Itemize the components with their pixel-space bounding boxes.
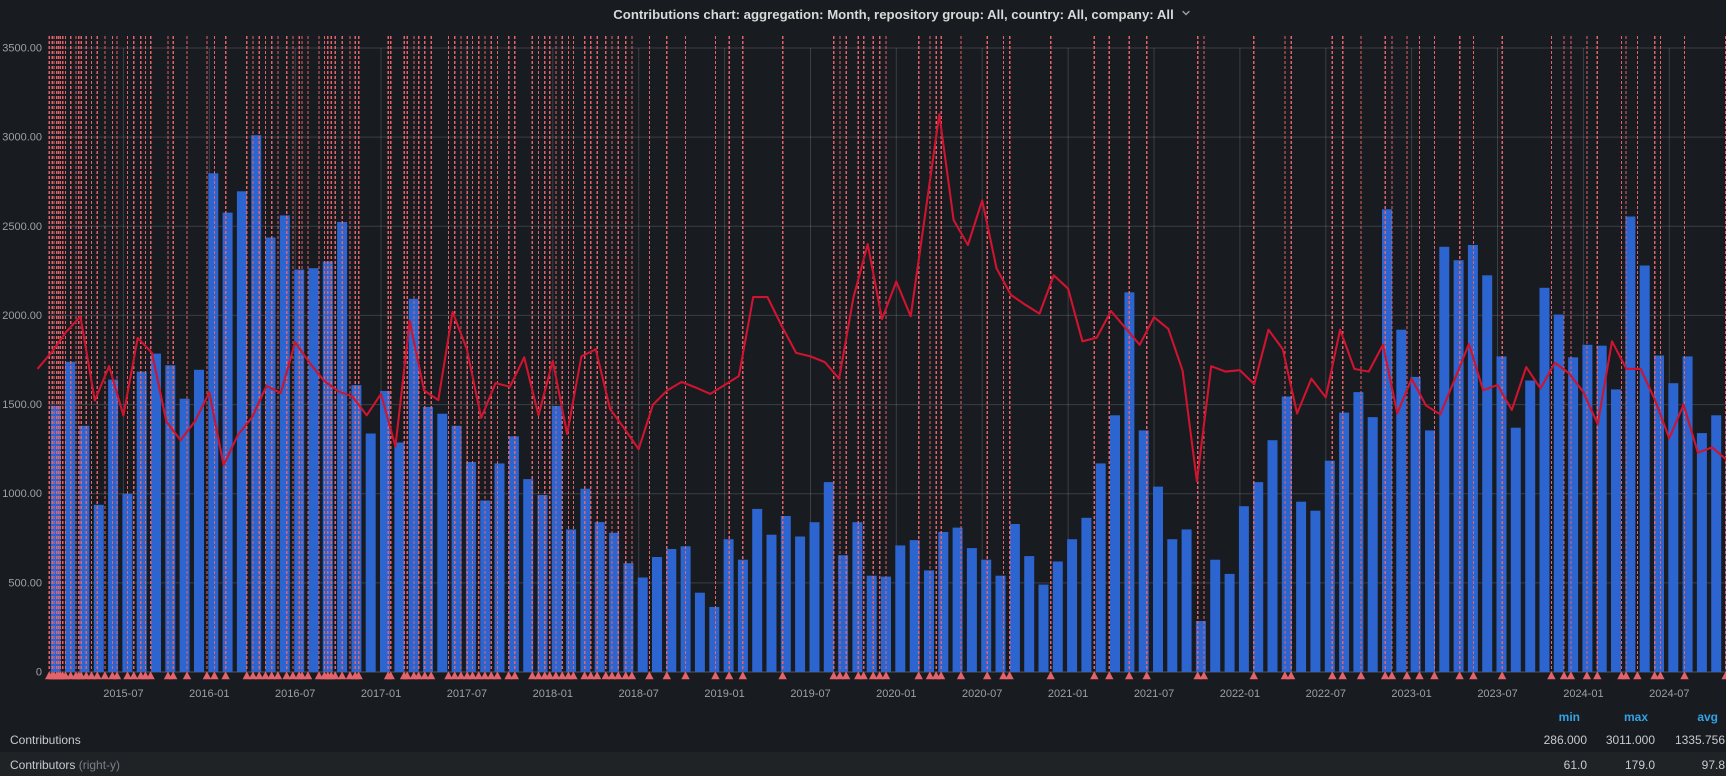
svg-text:3000.00: 3000.00 [2, 132, 42, 144]
svg-text:2020-01: 2020-01 [876, 688, 916, 700]
svg-text:2019-01: 2019-01 [704, 688, 744, 700]
svg-text:2018-01: 2018-01 [533, 688, 573, 700]
svg-text:2022-01: 2022-01 [1220, 688, 1260, 700]
svg-text:2023-01: 2023-01 [1391, 688, 1431, 700]
svg-text:2020-07: 2020-07 [962, 688, 1002, 700]
svg-text:2017-01: 2017-01 [361, 688, 401, 700]
svg-text:1000.00: 1000.00 [2, 488, 42, 500]
svg-text:2024-07: 2024-07 [1649, 688, 1689, 700]
svg-text:2015-07: 2015-07 [103, 688, 143, 700]
svg-text:2024-01: 2024-01 [1563, 688, 1603, 700]
svg-text:500.00: 500.00 [8, 577, 42, 589]
svg-text:2019-07: 2019-07 [790, 688, 830, 700]
svg-text:2017-07: 2017-07 [447, 688, 487, 700]
svg-text:3500.00: 3500.00 [2, 43, 42, 55]
svg-text:1500.00: 1500.00 [2, 399, 42, 411]
svg-text:2021-07: 2021-07 [1134, 688, 1174, 700]
svg-text:2021-01: 2021-01 [1048, 688, 1088, 700]
svg-text:0: 0 [36, 667, 42, 679]
svg-text:2500.00: 2500.00 [2, 221, 42, 233]
svg-text:2022-07: 2022-07 [1306, 688, 1346, 700]
svg-text:2016-01: 2016-01 [189, 688, 229, 700]
svg-text:2023-07: 2023-07 [1477, 688, 1517, 700]
svg-text:2018-07: 2018-07 [619, 688, 659, 700]
svg-text:2000.00: 2000.00 [2, 310, 42, 322]
svg-text:2016-07: 2016-07 [275, 688, 315, 700]
